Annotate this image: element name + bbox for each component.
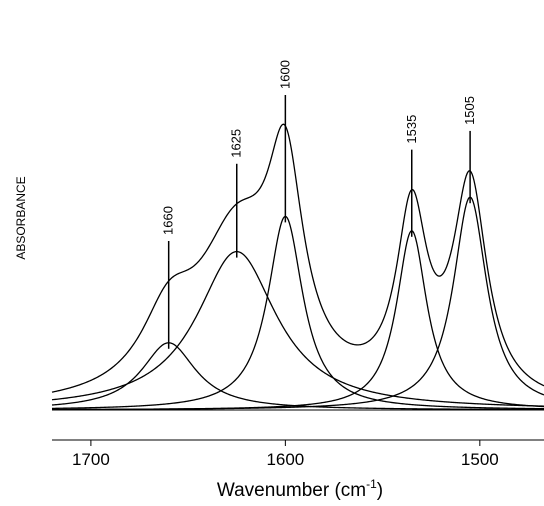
x-tick-label-1600: 1600: [266, 450, 304, 469]
x-axis-ticks: 1700 1600 1500: [72, 440, 499, 469]
peak-markers: 1660 1625 1600 1535 1505: [161, 60, 477, 349]
component-curve-1505: [52, 196, 544, 411]
peak-label-1535: 1535: [404, 115, 419, 144]
y-axis-label: ABSORBANCE: [14, 176, 28, 259]
envelope-curve: [51, 123, 544, 393]
peak-label-1600: 1600: [277, 60, 292, 89]
x-axis-label-close: ): [377, 480, 383, 501]
x-tick-label-1500: 1500: [461, 450, 499, 469]
peak-label-1505: 1505: [462, 96, 477, 125]
component-curve-1600: [51, 215, 544, 410]
component-curves: [51, 123, 544, 411]
component-curve-1660: [51, 342, 544, 411]
peak-label-1660: 1660: [161, 206, 176, 235]
component-curve-1535: [52, 230, 544, 411]
x-axis-label-main: Wavenumber (cm: [217, 480, 366, 501]
x-axis-label: Wavenumber (cm-1): [217, 477, 383, 501]
peak-label-1625: 1625: [229, 129, 244, 158]
component-curve-1625: [51, 250, 544, 407]
x-tick-label-1700: 1700: [72, 450, 110, 469]
x-axis-label-sup: -1: [366, 477, 377, 491]
